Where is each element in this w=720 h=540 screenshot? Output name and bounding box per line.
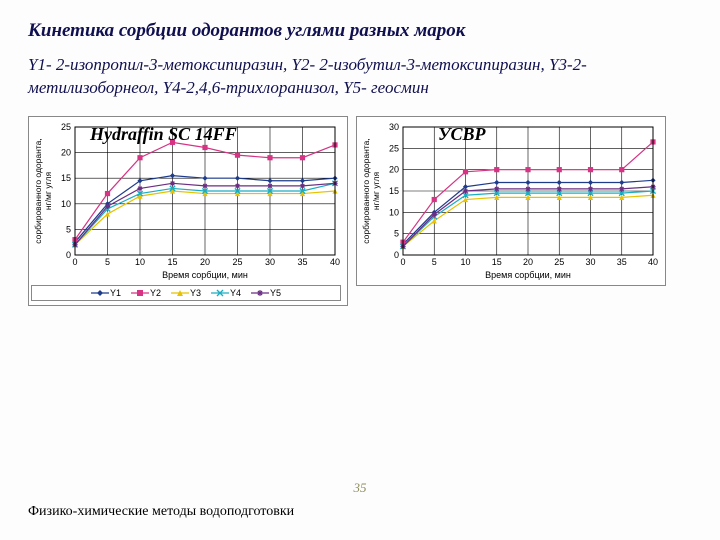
svg-text:30: 30: [265, 257, 275, 267]
series-definition: Y1- 2-изопропил-3-метоксипиразин, Y2- 2-…: [28, 54, 658, 100]
charts-container: Hydraffin SC 14FF 0 5 10 15 20 25 30 35 40 0 5 10 15…: [28, 116, 692, 306]
svg-text:15: 15: [167, 257, 177, 267]
legend-label: Y2: [150, 288, 161, 298]
svg-text:5: 5: [66, 224, 71, 234]
svg-text:25: 25: [232, 257, 242, 267]
svg-text:40: 40: [330, 257, 340, 267]
page-number: 35: [354, 480, 367, 496]
footer-text: Физико-химические методы водоподготовки: [28, 504, 294, 520]
legend-swatch: [251, 288, 267, 298]
svg-text:20: 20: [523, 257, 533, 267]
svg-text:35: 35: [297, 257, 307, 267]
chart-left-label: Hydraffin SC 14FF: [90, 124, 237, 145]
chart-right-box: УСВР 0 5 10 15 20 25 30 35 40 0 5 10 15 20 25 30 Время с…: [356, 116, 666, 306]
svg-text:10: 10: [61, 198, 71, 208]
svg-text:25: 25: [389, 143, 399, 153]
svg-text:5: 5: [394, 228, 399, 238]
svg-text:нг/мг угля: нг/мг угля: [371, 171, 381, 210]
legend-label: Y5: [270, 288, 281, 298]
svg-text:20: 20: [200, 257, 210, 267]
chart-right-label: УСВР: [438, 124, 486, 145]
svg-text:25: 25: [61, 122, 71, 132]
svg-text:25: 25: [554, 257, 564, 267]
legend-item: Y2: [131, 288, 161, 298]
chart-left-box: Hydraffin SC 14FF 0 5 10 15 20 25 30 35 40 0 5 10 15…: [28, 116, 348, 306]
legend-item: Y4: [211, 288, 241, 298]
svg-text:нг/мг угля: нг/мг угля: [43, 171, 53, 210]
svg-text:0: 0: [66, 250, 71, 260]
legend-item: Y1: [91, 288, 121, 298]
svg-text:30: 30: [389, 122, 399, 132]
svg-text:Время сорбции, мин: Время сорбции, мин: [162, 270, 248, 280]
svg-text:20: 20: [389, 164, 399, 174]
svg-text:10: 10: [460, 257, 470, 267]
legend-label: Y4: [230, 288, 241, 298]
slide-title: Кинетика сорбции одорантов углями разных…: [28, 18, 692, 44]
chart-right-frame: 0 5 10 15 20 25 30 35 40 0 5 10 15 20 25 30 Время сорбци…: [356, 116, 666, 286]
legend-swatch: [171, 288, 187, 298]
svg-text:20: 20: [61, 147, 71, 157]
svg-text:10: 10: [389, 207, 399, 217]
chart-legend: Y1 Y2 Y3 Y4 Y5: [31, 285, 341, 301]
svg-text:15: 15: [492, 257, 502, 267]
svg-text:Время сорбции, мин: Время сорбции, мин: [485, 270, 571, 280]
legend-item: Y3: [171, 288, 201, 298]
svg-text:5: 5: [432, 257, 437, 267]
svg-text:10: 10: [135, 257, 145, 267]
svg-text:15: 15: [61, 173, 71, 183]
svg-text:0: 0: [400, 257, 405, 267]
legend-swatch: [211, 288, 227, 298]
svg-text:40: 40: [648, 257, 658, 267]
svg-text:сорбированного одоранта,: сорбированного одоранта,: [33, 138, 43, 243]
svg-text:5: 5: [105, 257, 110, 267]
legend-label: Y1: [110, 288, 121, 298]
chart-right-svg: 0 5 10 15 20 25 30 35 40 0 5 10 15 20 25 30 Время сорбци…: [359, 121, 659, 281]
svg-text:0: 0: [394, 250, 399, 260]
svg-text:35: 35: [617, 257, 627, 267]
legend-swatch: [91, 288, 107, 298]
svg-text:15: 15: [389, 186, 399, 196]
svg-text:0: 0: [72, 257, 77, 267]
svg-text:30: 30: [585, 257, 595, 267]
legend-label: Y3: [190, 288, 201, 298]
chart-left-svg: 0 5 10 15 20 25 30 35 40 0 5 10 15 20 25 Время сорбции,…: [31, 121, 341, 281]
legend-item: Y5: [251, 288, 281, 298]
svg-text:сорбированного одоранта,: сорбированного одоранта,: [361, 138, 371, 243]
legend-swatch: [131, 288, 147, 298]
